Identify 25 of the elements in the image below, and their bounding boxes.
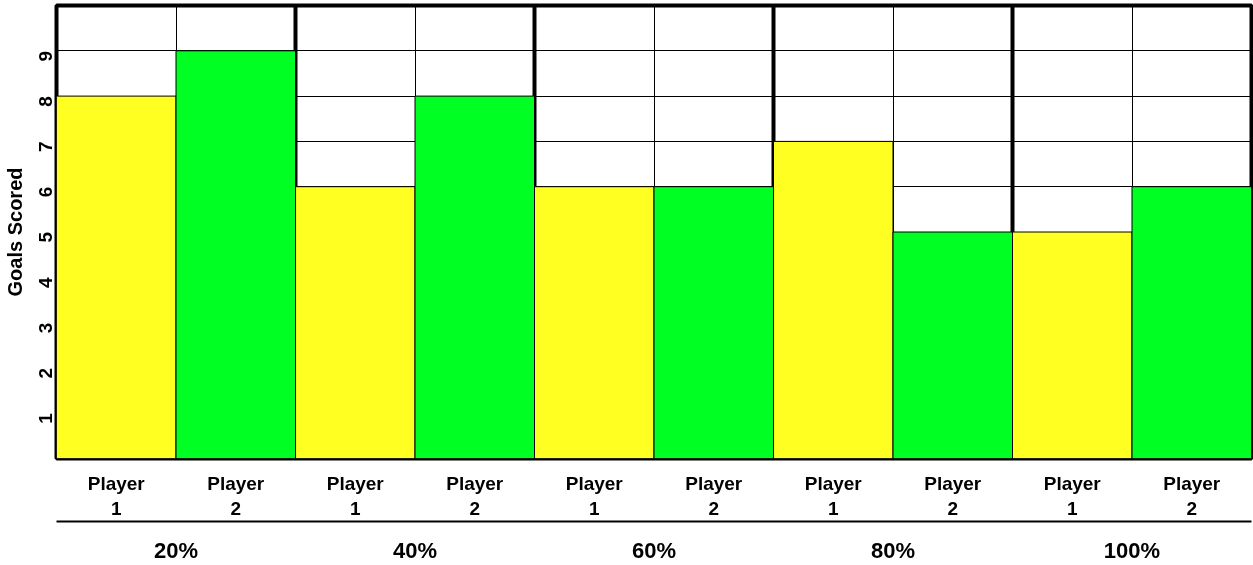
y-tick-label: 7 bbox=[35, 141, 56, 152]
text: Player 2 bbox=[1163, 472, 1221, 519]
y-tick-label: 9 bbox=[35, 50, 56, 62]
y-tick-label: 1 bbox=[35, 412, 56, 424]
series-label: Player 2 bbox=[207, 472, 265, 519]
text: Player 1 bbox=[565, 472, 623, 519]
y-tick-label: 2 bbox=[35, 367, 56, 379]
text: Player 1 bbox=[804, 472, 862, 519]
series-label: Player 1 bbox=[87, 472, 146, 519]
x-tick-label: 80% bbox=[870, 537, 916, 563]
y-tick-label: 5 bbox=[35, 231, 56, 243]
x-tick-label: 20% bbox=[153, 537, 199, 563]
y-tick-label: 6 bbox=[35, 186, 56, 198]
x-tick-label: 40% bbox=[392, 537, 438, 563]
y-tick-label: 4 bbox=[35, 276, 56, 288]
text: Player 1 bbox=[326, 472, 384, 519]
y-axis-title: Goals Scored bbox=[3, 167, 26, 297]
text: Player 1 bbox=[1043, 472, 1101, 519]
text: Player 2 bbox=[924, 472, 982, 519]
text: Player 2 bbox=[685, 472, 743, 519]
y-tick-label: 3 bbox=[35, 322, 56, 334]
y-tick-label: 8 bbox=[35, 96, 56, 107]
text: Player 2 bbox=[446, 472, 504, 519]
x-tick-label: 100% bbox=[1103, 537, 1161, 563]
x-tick-label: 60% bbox=[631, 537, 677, 563]
